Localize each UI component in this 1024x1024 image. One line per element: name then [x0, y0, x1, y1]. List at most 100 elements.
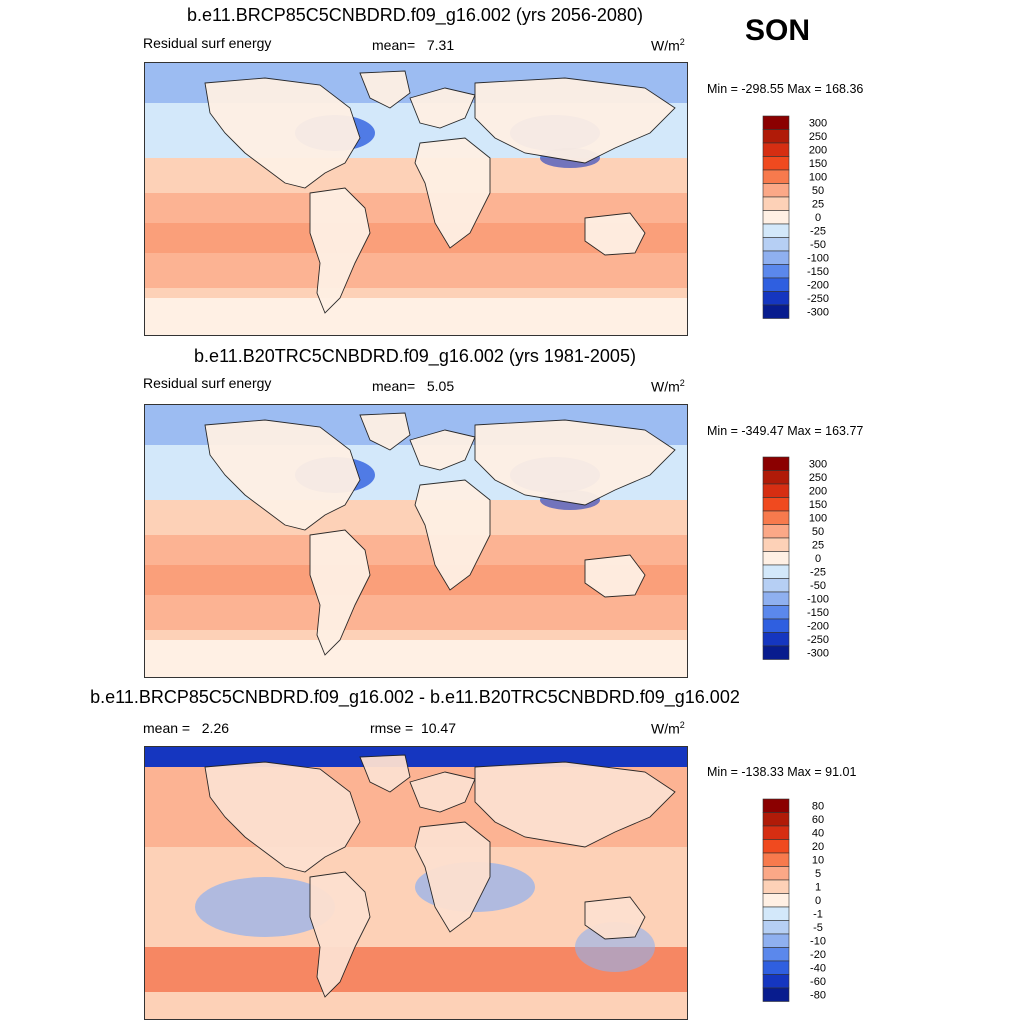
- panel1-mean-label: mean=: [372, 37, 416, 53]
- colorbar-swatch-14: [762, 987, 790, 1002]
- panel1-title: b.e11.BRCP85C5CNBDRD.f09_g16.002 (yrs 20…: [187, 5, 643, 25]
- colorbar-tick-label: -150: [807, 266, 829, 278]
- colorbar-tick-label: -10: [810, 936, 826, 948]
- colorbar-swatch-1: [762, 812, 790, 827]
- panel2-units-exp: 2: [679, 378, 685, 388]
- colorbar-tick-label: 25: [812, 199, 824, 211]
- colorbar-tick-label: 250: [809, 472, 827, 484]
- panel2-title: b.e11.B20TRC5CNBDRD.f09_g16.002 (yrs 198…: [194, 346, 636, 366]
- colorbar-swatch-11: [762, 947, 790, 962]
- colorbar-swatch-11: [762, 264, 790, 279]
- panel3-map-plot: [145, 747, 687, 1019]
- colorbar-tick-label: 50: [812, 526, 824, 538]
- colorbar-tick-label: 1: [815, 882, 821, 894]
- colorbar-tick-label: 10: [812, 855, 824, 867]
- continent-outline: [584, 212, 646, 256]
- colorbar-swatch-2: [762, 142, 790, 157]
- panel1-mean-value: 7.31: [426, 37, 455, 53]
- colorbar-swatch-10: [762, 250, 790, 265]
- colorbar-tick-label: -100: [807, 253, 829, 265]
- colorbar-tick-label: -100: [807, 594, 829, 606]
- colorbar-swatch-4: [762, 852, 790, 867]
- colorbar-tick-label: 50: [812, 185, 824, 197]
- panel1-units: W/m2: [651, 37, 685, 54]
- continent-outline: [309, 871, 371, 998]
- colorbar-swatch-13: [762, 291, 790, 306]
- colorbar-tick-label: 0: [815, 895, 821, 907]
- panel1-units-exp: 2: [679, 37, 685, 47]
- colorbar-tick-label: 150: [809, 158, 827, 170]
- panel2-units: W/m2: [651, 378, 685, 395]
- season-label: SON: [745, 14, 811, 47]
- colorbar-tick-label: -150: [807, 607, 829, 619]
- colorbar-tick-label: -50: [810, 239, 826, 251]
- colorbar-tick-label: -80: [810, 990, 826, 1002]
- continent-outline: [409, 87, 476, 129]
- panel3-units-base: W/m: [651, 720, 680, 737]
- colorbar-swatch-12: [762, 618, 790, 633]
- continent-outline: [584, 554, 646, 598]
- panel3-rmse-value: 10.47: [420, 720, 457, 736]
- panel2-min-max: Min = -349.47 Max = 163.77: [707, 424, 864, 438]
- colorbar-tick-label: 250: [809, 131, 827, 143]
- panel1-units-base: W/m: [651, 37, 680, 54]
- panel2-mean: mean= 5.05: [372, 378, 454, 394]
- colorbar-swatch-14: [762, 645, 790, 660]
- continent-outline: [474, 77, 676, 164]
- colorbar-tick-label: -40: [810, 963, 826, 975]
- colorbar-tick-label: -60: [810, 976, 826, 988]
- colorbar-swatch-9: [762, 237, 790, 252]
- panel1-colorbar: 300 250 200 150 100 50 25 0 -25 -50 -100 -150 -200 -2…: [762, 115, 852, 336]
- colorbar-tick-label: 200: [809, 486, 827, 498]
- panel1-mean: mean= 7.31: [372, 37, 454, 53]
- panel1-variable-label: Residual surf energy: [143, 35, 272, 51]
- colorbar-tick-label: -200: [807, 280, 829, 292]
- continent-outline: [474, 419, 676, 506]
- panel3-title: b.e11.BRCP85C5CNBDRD.f09_g16.002 - b.e11…: [90, 687, 740, 707]
- colorbar-tick-label: -300: [807, 307, 829, 319]
- panel1-map-plot: [145, 63, 687, 335]
- continent-outline: [584, 896, 646, 940]
- colorbar-swatch-10: [762, 933, 790, 948]
- colorbar-tick-label: -1: [813, 909, 823, 921]
- colorbar-swatch-8: [762, 906, 790, 921]
- panel3-mean: mean = 2.26: [143, 720, 229, 736]
- continent-outline: [409, 771, 476, 813]
- colorbar-tick-label: -20: [810, 949, 826, 961]
- colorbar-swatch-12: [762, 960, 790, 975]
- colorbar-swatch-5: [762, 866, 790, 881]
- colorbar-swatch-2: [762, 483, 790, 498]
- colorbar-swatch-12: [762, 277, 790, 292]
- colorbar-tick-label: 150: [809, 499, 827, 511]
- continent-outline: [309, 187, 371, 314]
- colorbar-swatch-9: [762, 920, 790, 935]
- panel3-rmse: rmse = 10.47: [370, 720, 456, 736]
- continent-outline: [409, 429, 476, 471]
- continent-outline: [359, 754, 411, 793]
- continent-outline: [359, 70, 411, 109]
- panel3-units-exp: 2: [679, 720, 685, 730]
- colorbar-swatch-4: [762, 510, 790, 525]
- continent-outline: [204, 77, 361, 189]
- colorbar-tick-label: 40: [812, 828, 824, 840]
- colorbar-tick-label: 100: [809, 172, 827, 184]
- colorbar-swatch-3: [762, 497, 790, 512]
- colorbar-swatch-3: [762, 839, 790, 854]
- colorbar-swatch-7: [762, 551, 790, 566]
- colorbar-tick-label: 100: [809, 513, 827, 525]
- colorbar-swatch-13: [762, 632, 790, 647]
- continent-outline: [414, 821, 491, 933]
- colorbar-tick-label: -200: [807, 621, 829, 633]
- colorbar-tick-label: -250: [807, 634, 829, 646]
- colorbar-tick-label: -50: [810, 580, 826, 592]
- colorbar-tick-label: 25: [812, 540, 824, 552]
- continent-outline: [414, 479, 491, 591]
- colorbar-swatch-2: [762, 825, 790, 840]
- panel2-map-plot: [145, 405, 687, 677]
- colorbar-swatch-0: [762, 798, 790, 813]
- colorbar-swatch-8: [762, 223, 790, 238]
- continent-outline: [204, 419, 361, 531]
- continent-outline: [309, 529, 371, 656]
- colorbar-tick-label: -5: [813, 922, 823, 934]
- colorbar-tick-label: 20: [812, 841, 824, 853]
